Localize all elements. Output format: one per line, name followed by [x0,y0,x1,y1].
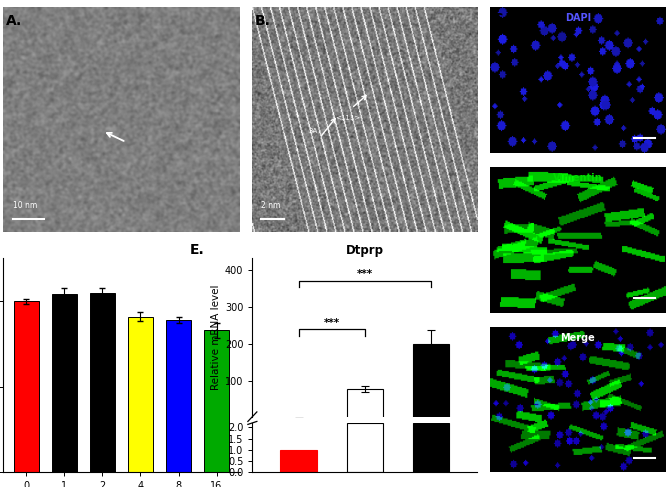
Bar [204,330,229,472]
Text: B.: B. [255,14,270,28]
Text: A.: A. [6,14,22,28]
Y-axis label: Relative mRNA level: Relative mRNA level [211,285,221,390]
Bar [52,294,77,472]
Bar [413,423,450,472]
Text: 10 nm: 10 nm [13,201,37,209]
Text: 3A: 3A [308,128,318,134]
Bar [166,320,191,472]
Bar [280,450,317,472]
Bar [413,344,450,418]
Text: ***: *** [324,318,340,328]
Bar [14,301,39,472]
Bar [347,389,383,418]
Text: <111>: <111> [336,114,361,121]
Bar [347,423,383,472]
Text: E.: E. [189,243,204,257]
Text: Merge: Merge [561,333,595,343]
Text: DAPI: DAPI [565,13,591,23]
Text: 2 nm: 2 nm [262,201,281,209]
Bar [90,293,115,472]
Text: C.: C. [492,12,507,26]
Text: ***: *** [357,269,373,279]
Bar [128,317,153,472]
Text: Vimentin: Vimentin [553,173,603,183]
Title: Dtprp: Dtprp [346,244,384,257]
